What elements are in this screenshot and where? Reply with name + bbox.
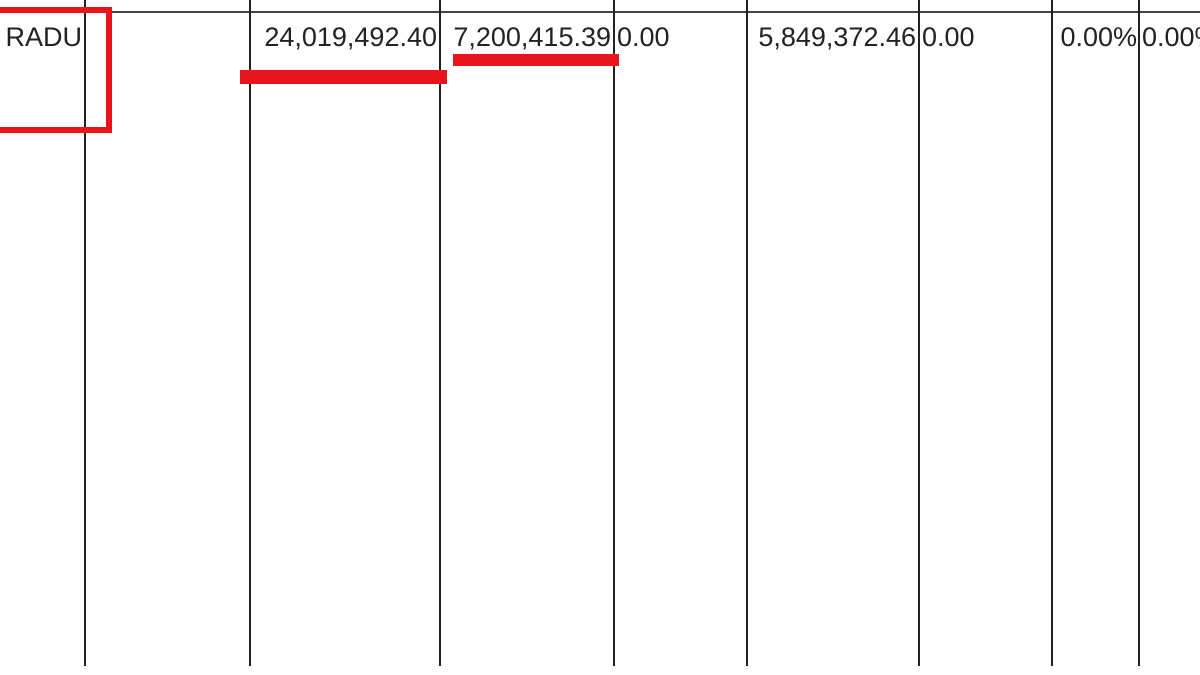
cell-col5[interactable]: 5,849,372.46 bbox=[758, 22, 916, 52]
column-divider bbox=[918, 0, 920, 666]
underline-annotation bbox=[240, 70, 447, 84]
column-divider bbox=[249, 0, 251, 666]
column-divider bbox=[746, 0, 748, 666]
row-divider bbox=[0, 11, 1200, 13]
cell-col3[interactable]: 7,200,415.39 bbox=[453, 22, 611, 52]
column-divider bbox=[84, 0, 86, 666]
column-divider bbox=[1051, 0, 1053, 666]
cell-col2[interactable]: 24,019,492.40 bbox=[264, 22, 437, 52]
cell-col6[interactable]: 0.00 bbox=[922, 22, 975, 52]
column-divider bbox=[613, 0, 615, 666]
cell-col4[interactable]: 0.00 bbox=[617, 22, 670, 52]
cell-name[interactable]: RADU bbox=[5, 22, 82, 52]
column-divider bbox=[1138, 0, 1140, 666]
highlight-box-annotation bbox=[0, 7, 112, 133]
cell-col7[interactable]: 0.00% bbox=[1060, 22, 1137, 52]
cell-col8[interactable]: 0.00% bbox=[1142, 22, 1200, 52]
underline-annotation bbox=[453, 54, 619, 66]
column-divider bbox=[439, 0, 441, 666]
